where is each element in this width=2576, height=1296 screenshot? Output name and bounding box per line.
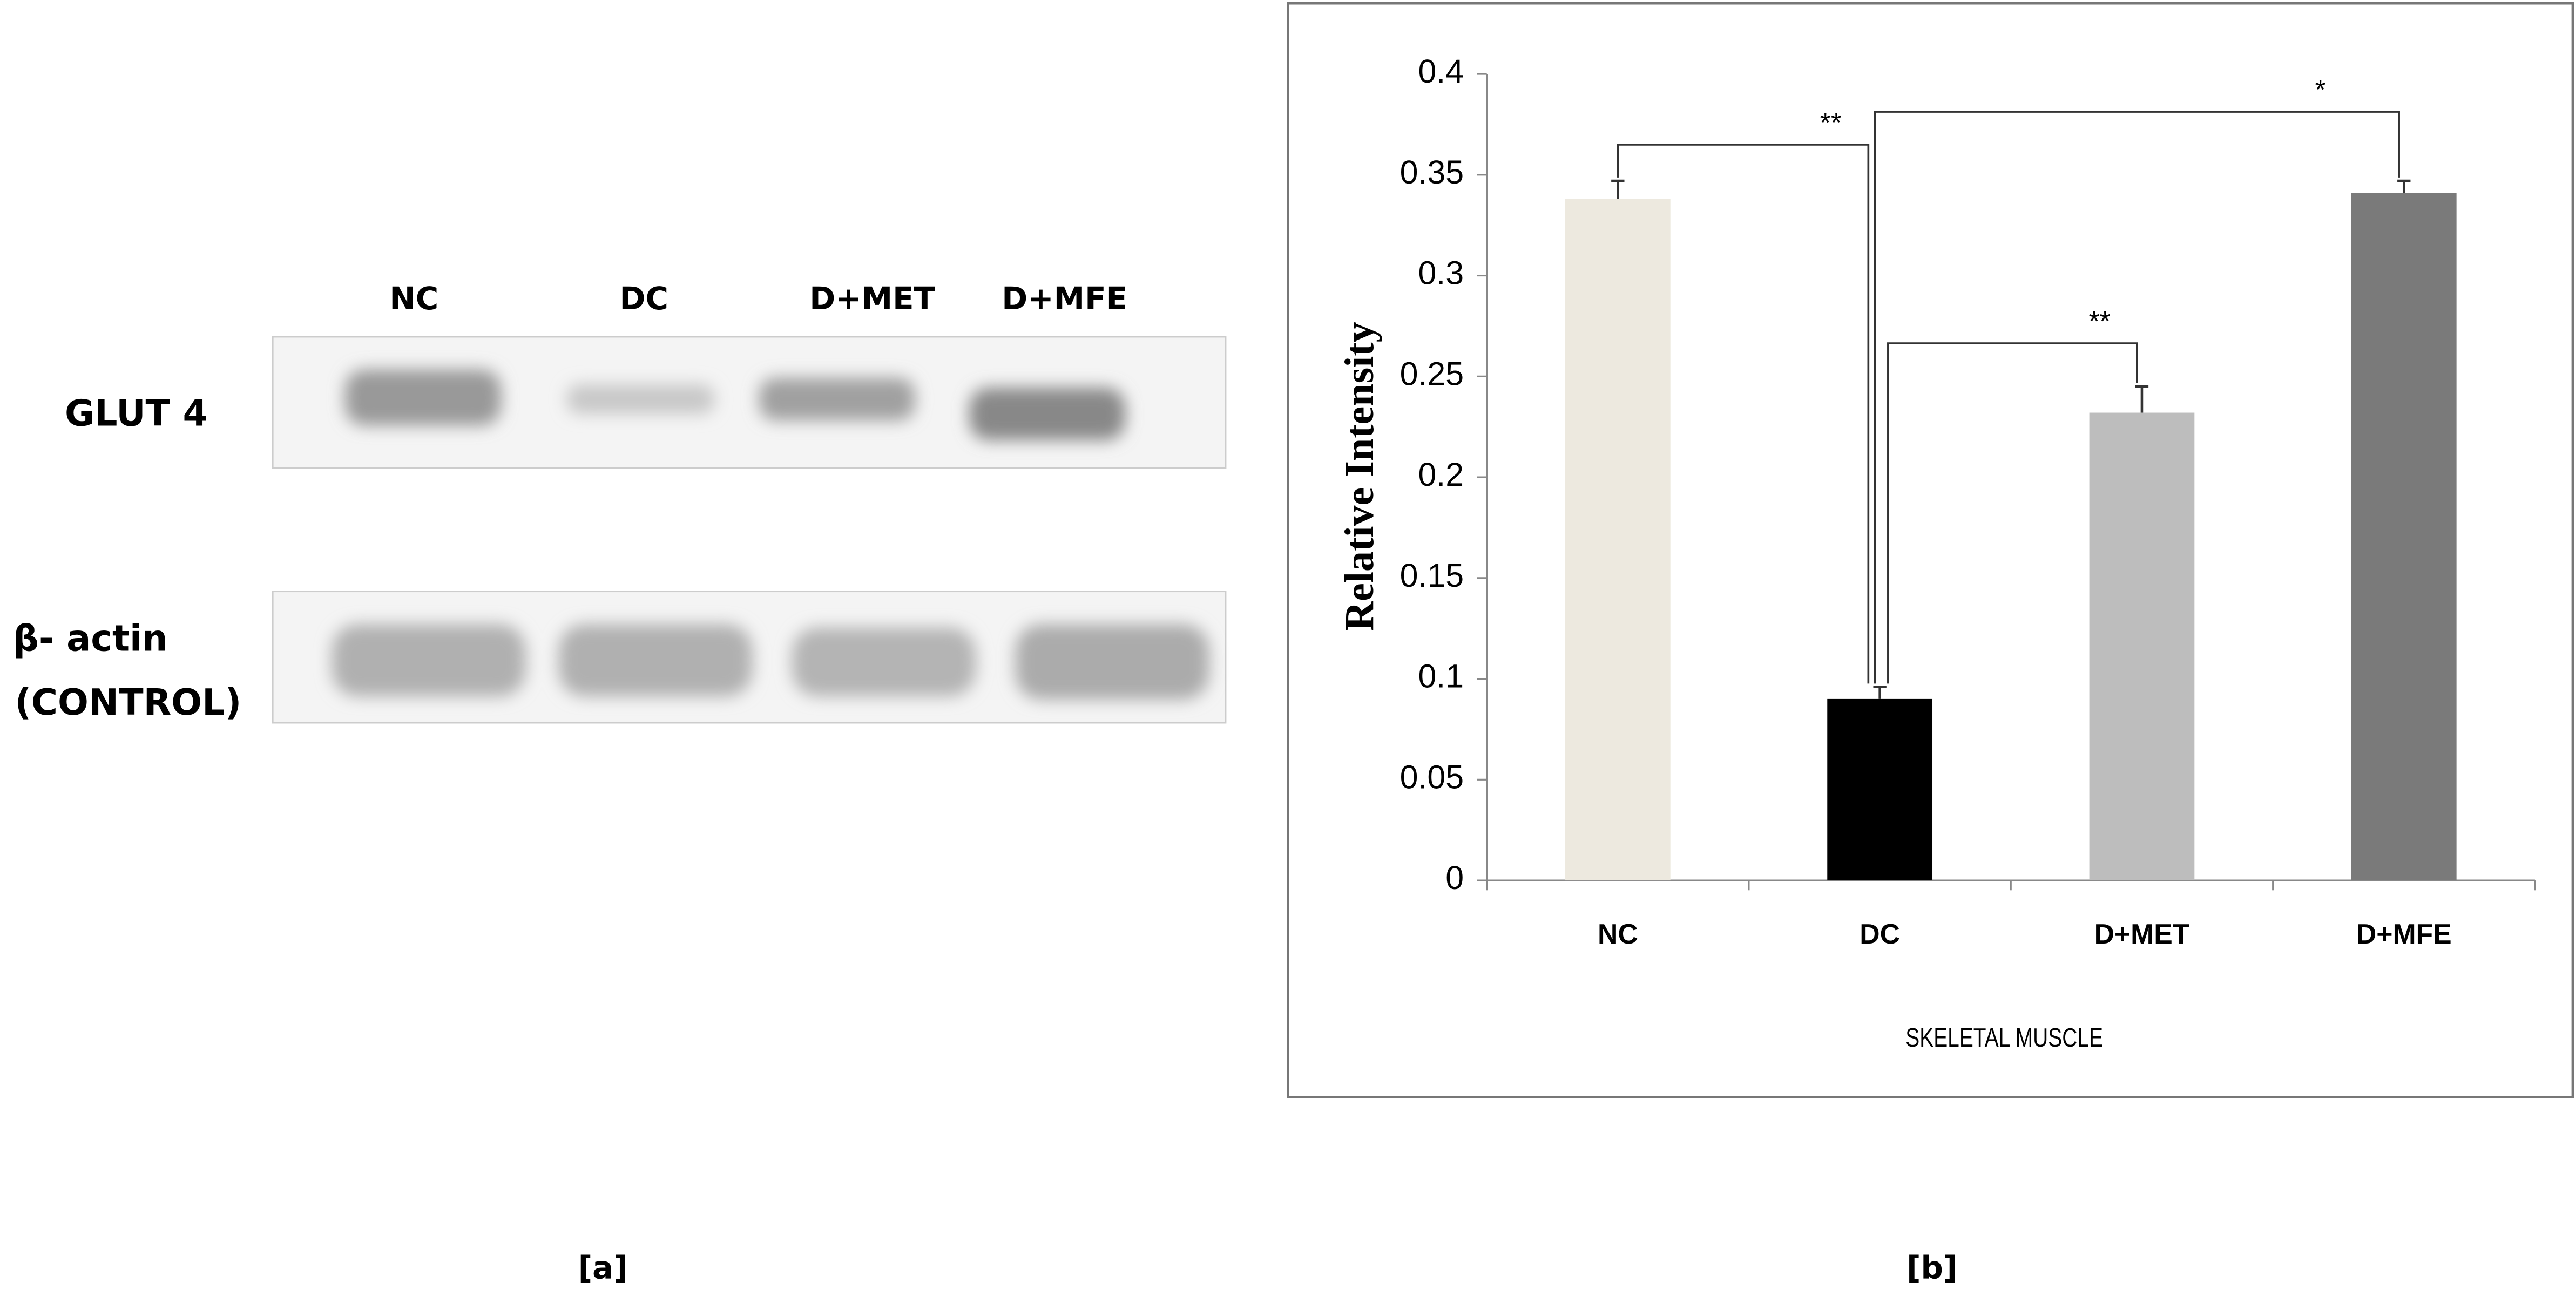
bar: [1565, 199, 1671, 881]
blot-panel: NC DC D+MET D+MFE GLUT 4 β- actin (CONTR…: [13, 280, 1227, 724]
lane-label: D+MET: [809, 280, 935, 317]
significance-bracket: [1887, 342, 2138, 684]
x-tick-label: NC: [1598, 918, 1638, 949]
band: [566, 384, 715, 414]
band: [332, 624, 526, 697]
error-bar: [1873, 686, 1887, 699]
band: [759, 377, 915, 421]
x-axis-label: SKELETAL MUSCLE: [1905, 1023, 2103, 1053]
row-label: β- actin: [13, 617, 167, 659]
bar: [2351, 193, 2457, 881]
row-label: GLUT 4: [65, 392, 208, 435]
panel-label: [a]: [578, 1249, 628, 1286]
y-tick-label: 0.35: [1400, 154, 1464, 191]
band: [792, 627, 976, 697]
y-tick-label: 0.25: [1400, 355, 1464, 392]
error-bar: [2397, 179, 2411, 193]
significance-label: *: [2315, 74, 2325, 105]
y-axis-label: Relative Intensity: [1337, 322, 1382, 630]
y-tick-label: 0.2: [1418, 456, 1464, 493]
y-tick-label: 0.05: [1400, 758, 1464, 795]
significance-label: **: [1820, 107, 1842, 138]
bar: [2089, 412, 2195, 881]
chart-frame: [1287, 2, 2574, 1098]
band: [344, 369, 502, 426]
x-tick-label: D+MFE: [2356, 918, 2452, 949]
panel-label: [b]: [1906, 1249, 1957, 1286]
y-tick-label: 0: [1445, 859, 1464, 896]
row-label: (CONTROL): [15, 681, 241, 723]
error-bar: [2135, 385, 2149, 413]
band: [1015, 624, 1209, 700]
bar-chart: Relative Intensity SKELETAL MUSCLE 0 0.05…: [1337, 53, 2536, 1053]
error-bar: [1611, 179, 1625, 199]
y-tick-label: 0.3: [1418, 255, 1464, 291]
lane-label: NC: [389, 280, 438, 317]
significance-bracket: [1617, 144, 1870, 684]
significance-label: **: [2089, 306, 2111, 337]
band: [558, 624, 753, 697]
significance-bracket: [1874, 111, 2400, 684]
y-tick-label: 0.4: [1418, 53, 1464, 90]
lane-label: D+MFE: [1002, 280, 1127, 317]
y-tick-label: 0.1: [1418, 658, 1464, 695]
x-tick-label: D+MET: [2094, 918, 2190, 949]
bar: [1827, 698, 1933, 881]
bands: [332, 369, 1209, 700]
band: [969, 388, 1126, 440]
lane-label: DC: [620, 280, 668, 317]
y-tick-label: 0.15: [1400, 557, 1464, 594]
x-tick-label: DC: [1860, 918, 1900, 949]
